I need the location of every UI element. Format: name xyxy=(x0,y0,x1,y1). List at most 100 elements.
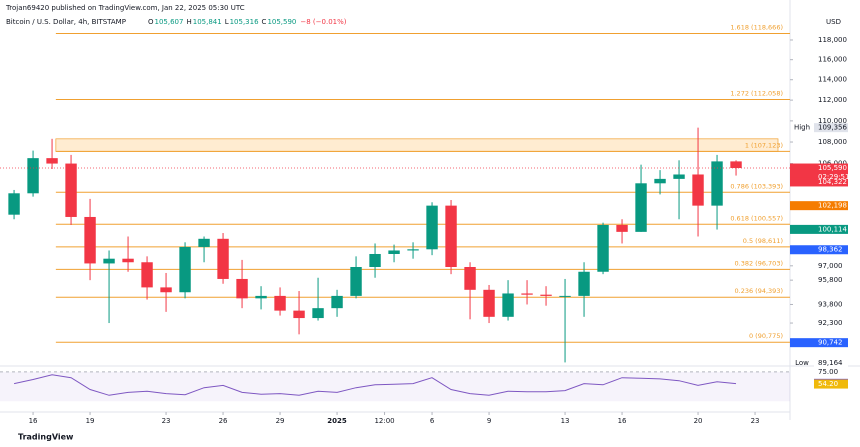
candle-body xyxy=(369,253,381,267)
x-tick-label: 26 xyxy=(219,417,228,425)
y-tick-label: 112,000 xyxy=(818,96,847,104)
x-tick-label: 2025 xyxy=(327,417,347,425)
rsi-tick-label: 75.00 xyxy=(818,368,838,376)
y-tick-label: 92,300 xyxy=(818,319,843,327)
candle-body xyxy=(217,238,229,279)
candle-body xyxy=(179,246,191,293)
price-tag-label: 104,322 xyxy=(818,178,847,186)
price-tag xyxy=(790,245,848,255)
footer-logo: TradingView xyxy=(18,433,74,442)
candle-body xyxy=(616,224,628,232)
extreme-label: 89,164 xyxy=(818,359,843,367)
x-tick-label: 19 xyxy=(86,417,95,425)
publisher: Trojan69420 published on TradingView.com… xyxy=(5,4,245,12)
price-tag-label: 100,114 xyxy=(818,225,847,233)
fib-label: 0.382 (96,703) xyxy=(735,259,784,267)
fib-label: 1 (107,123) xyxy=(745,141,783,149)
candle-body xyxy=(407,249,419,251)
candle-body xyxy=(559,295,571,297)
candle-body xyxy=(578,271,590,296)
y-tick-label: 114,000 xyxy=(818,76,847,84)
price-tag xyxy=(790,338,848,348)
candle-body xyxy=(198,238,210,247)
resistance-zone xyxy=(55,138,779,152)
ohlc-key: C xyxy=(262,18,267,26)
fib-label: 0 (90,775) xyxy=(749,332,783,340)
candle-body xyxy=(46,158,58,164)
candle-body xyxy=(236,278,248,299)
candle-body xyxy=(255,295,267,299)
extreme-name: High xyxy=(794,124,810,132)
candle-body xyxy=(122,258,134,263)
fib-label: 0.786 (103,393) xyxy=(730,182,783,190)
price-tag xyxy=(790,163,848,182)
x-tick-label: 20 xyxy=(694,417,703,425)
rsi-band xyxy=(0,371,790,402)
ohlc-value: 105,316 xyxy=(230,18,259,26)
candle-body xyxy=(103,258,115,264)
candle-body xyxy=(274,295,286,311)
candle-body xyxy=(730,161,742,169)
candle-body xyxy=(160,287,172,293)
x-tick-label: 9 xyxy=(487,417,491,425)
ohlc-value: 105,607 xyxy=(155,18,184,26)
candle-body xyxy=(673,174,685,179)
candle-body xyxy=(597,224,609,272)
x-tick-label: 23 xyxy=(751,417,760,425)
candle-body xyxy=(426,205,438,250)
extreme-tag xyxy=(814,358,848,368)
ohlc-key: L xyxy=(225,18,229,26)
countdown: 02:29:51 xyxy=(818,173,849,181)
rsi-line xyxy=(13,374,737,396)
candle-body xyxy=(692,174,704,206)
fib-label: 0.618 (100,557) xyxy=(730,214,783,222)
chart-title: Bitcoin / U.S. Dollar, 4h, BITSTAMP xyxy=(6,18,126,26)
candle-body xyxy=(312,308,324,319)
y-tick-label: 97,000 xyxy=(818,262,843,270)
candle-body xyxy=(711,161,723,206)
candle-body xyxy=(84,216,96,264)
candle-body xyxy=(27,158,39,194)
y-tick-label: 93,800 xyxy=(818,300,843,308)
y-tick-label: 118,000 xyxy=(818,36,847,44)
candle-body xyxy=(141,262,153,288)
price-tag-label: 90,742 xyxy=(818,339,843,347)
candle-body xyxy=(502,293,514,317)
fib-label: 1.618 (118,666) xyxy=(730,23,783,31)
candle-body xyxy=(8,193,20,215)
price-tag xyxy=(790,224,848,234)
y-tick-label: 108,000 xyxy=(818,138,847,146)
candle-body xyxy=(445,205,457,267)
extreme-tag xyxy=(814,123,848,133)
candle-body xyxy=(635,183,647,232)
currency: USD xyxy=(826,18,841,26)
candle-body xyxy=(540,294,552,296)
candle-body xyxy=(654,178,666,184)
extreme-name: Low xyxy=(795,359,809,367)
price-tag-label: 98,362 xyxy=(818,246,843,254)
candle-body xyxy=(293,310,305,319)
price-tag-label: 102,198 xyxy=(818,202,847,210)
price-tag xyxy=(790,201,848,211)
x-tick-label: 29 xyxy=(276,417,285,425)
fib-label: 0.5 (98,611) xyxy=(743,237,783,245)
candle-body xyxy=(464,266,476,290)
price-tag-label: 105,590 xyxy=(818,164,847,172)
rsi-tag-label: 54.20 xyxy=(818,380,838,388)
candle-body xyxy=(388,250,400,254)
x-tick-label: 13 xyxy=(561,417,570,425)
x-tick-label: 12:00 xyxy=(374,417,394,425)
rsi-tag xyxy=(814,379,848,389)
candle-body xyxy=(65,163,77,217)
ohlc-key: H xyxy=(186,18,191,26)
ohlc-value: 105,590 xyxy=(267,18,296,26)
ohlc-value: 105,841 xyxy=(193,18,222,26)
candle-body xyxy=(350,266,362,296)
candle-body xyxy=(331,295,343,309)
y-tick-label: 95,800 xyxy=(818,276,843,284)
price-tag xyxy=(790,177,848,187)
ohlc-key: O xyxy=(148,18,154,26)
x-tick-label: 16 xyxy=(29,417,38,425)
candle-body xyxy=(483,289,495,317)
